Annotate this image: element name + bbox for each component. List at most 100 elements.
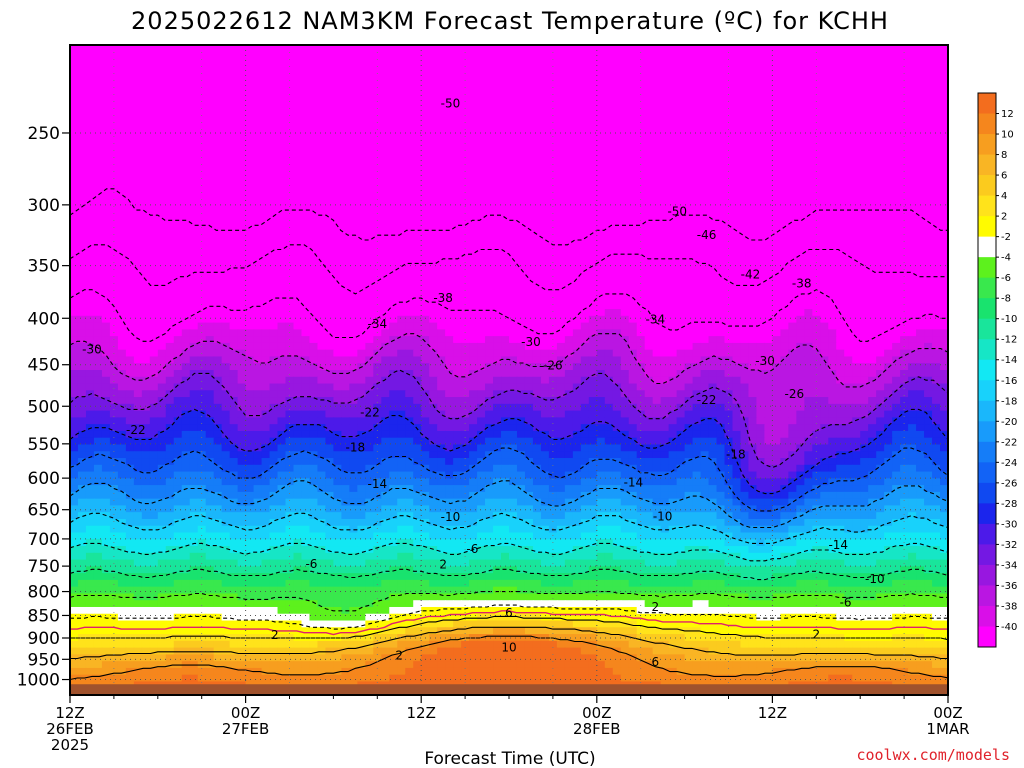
temperature-cell [564,180,574,188]
temperature-cell [301,146,311,154]
temperature-cell [636,234,646,242]
temperature-cell [764,58,773,66]
temperature-cell [333,146,342,154]
temperature-cell [293,133,303,141]
temperature-cell [277,78,287,87]
temperature-cell [165,180,175,188]
temperature-cell [604,302,614,310]
temperature-cell [205,51,215,60]
temperature-cell [844,214,853,222]
temperature-cell [844,275,853,283]
temperature-cell [157,207,167,215]
temperature-cell [181,126,191,134]
temperature-cell [612,207,622,215]
temperature-cell [916,166,925,175]
temperature-cell [325,112,334,121]
temperature-cell [229,146,239,154]
temperature-cell [365,302,374,310]
temperature-cell [932,295,941,303]
temperature-cell [628,268,638,276]
temperature-cell [604,254,614,263]
temperature-cell [820,248,829,256]
temperature-cell [884,275,893,283]
temperature-cell [429,160,438,168]
temperature-cell [780,51,789,60]
temperature-cell [109,268,119,276]
temperature-cell [501,254,510,263]
temperature-cell [892,261,901,270]
temperature-cell [205,78,215,87]
temperature-cell [604,99,614,107]
temperature-cell [469,207,478,215]
temperature-cell [501,78,510,87]
temperature-cell [836,329,845,337]
temperature-cell [812,234,821,242]
temperature-cell [125,51,135,60]
temperature-cell [772,227,781,236]
temperature-cell [341,92,350,100]
temperature-cell [301,227,311,236]
temperature-cell [628,173,638,182]
temperature-cell [628,207,638,215]
temperature-cell [269,133,279,141]
temperature-cell [652,309,662,317]
temperature-cell [740,85,750,93]
temperature-cell [477,119,486,127]
temperature-cell [756,275,766,283]
temperature-cell [85,187,95,195]
temperature-cell [301,119,311,127]
temperature-cell [860,78,869,87]
temperature-cell [501,126,510,134]
temperature-cell [325,329,334,337]
temperature-cell [564,248,574,256]
temperature-cell [93,261,103,270]
temperature-cell [117,105,127,114]
temperature-cell [868,85,877,93]
temperature-cell [772,302,781,310]
temperature-cell [924,105,933,114]
temperature-cell [117,193,127,202]
temperature-cell [596,119,606,127]
temperature-cell [413,51,422,60]
temperature-cell [900,200,909,209]
temperature-cell [309,187,319,195]
temperature-cell [213,281,223,290]
temperature-cell [469,288,478,297]
temperature-cell [477,99,486,107]
temperature-cell [413,302,422,310]
temperature-cell [636,166,646,175]
temperature-cell [333,322,342,330]
temperature-cell [141,180,151,188]
temperature-cell [421,92,430,100]
temperature-cell [692,139,702,148]
temperature-cell [908,329,917,337]
temperature-cell [245,349,255,358]
temperature-cell [580,45,590,53]
temperature-cell [612,248,622,256]
temperature-cell [540,295,550,303]
temperature-cell [389,268,398,276]
temperature-cell [700,241,710,249]
temperature-cell [269,126,279,134]
temperature-cell [588,187,598,195]
temperature-cell [804,133,813,141]
temperature-cell [708,153,718,161]
temperature-cell [692,342,702,351]
temperature-cell [237,342,247,351]
temperature-cell [157,105,167,114]
temperature-cell [181,322,191,330]
temperature-cell [548,261,558,270]
temperature-cell [109,166,119,175]
temperature-cell [341,99,350,107]
temperature-cell [924,322,933,330]
temperature-cell [820,241,829,249]
temperature-cell [405,92,414,100]
temperature-cell [900,309,909,317]
temperature-cell [652,193,662,202]
temperature-cell [429,281,438,290]
temperature-cell [844,342,853,351]
temperature-cell [884,146,893,154]
temperature-cell [141,241,151,249]
temperature-cell [796,227,805,236]
temperature-cell [229,349,239,358]
